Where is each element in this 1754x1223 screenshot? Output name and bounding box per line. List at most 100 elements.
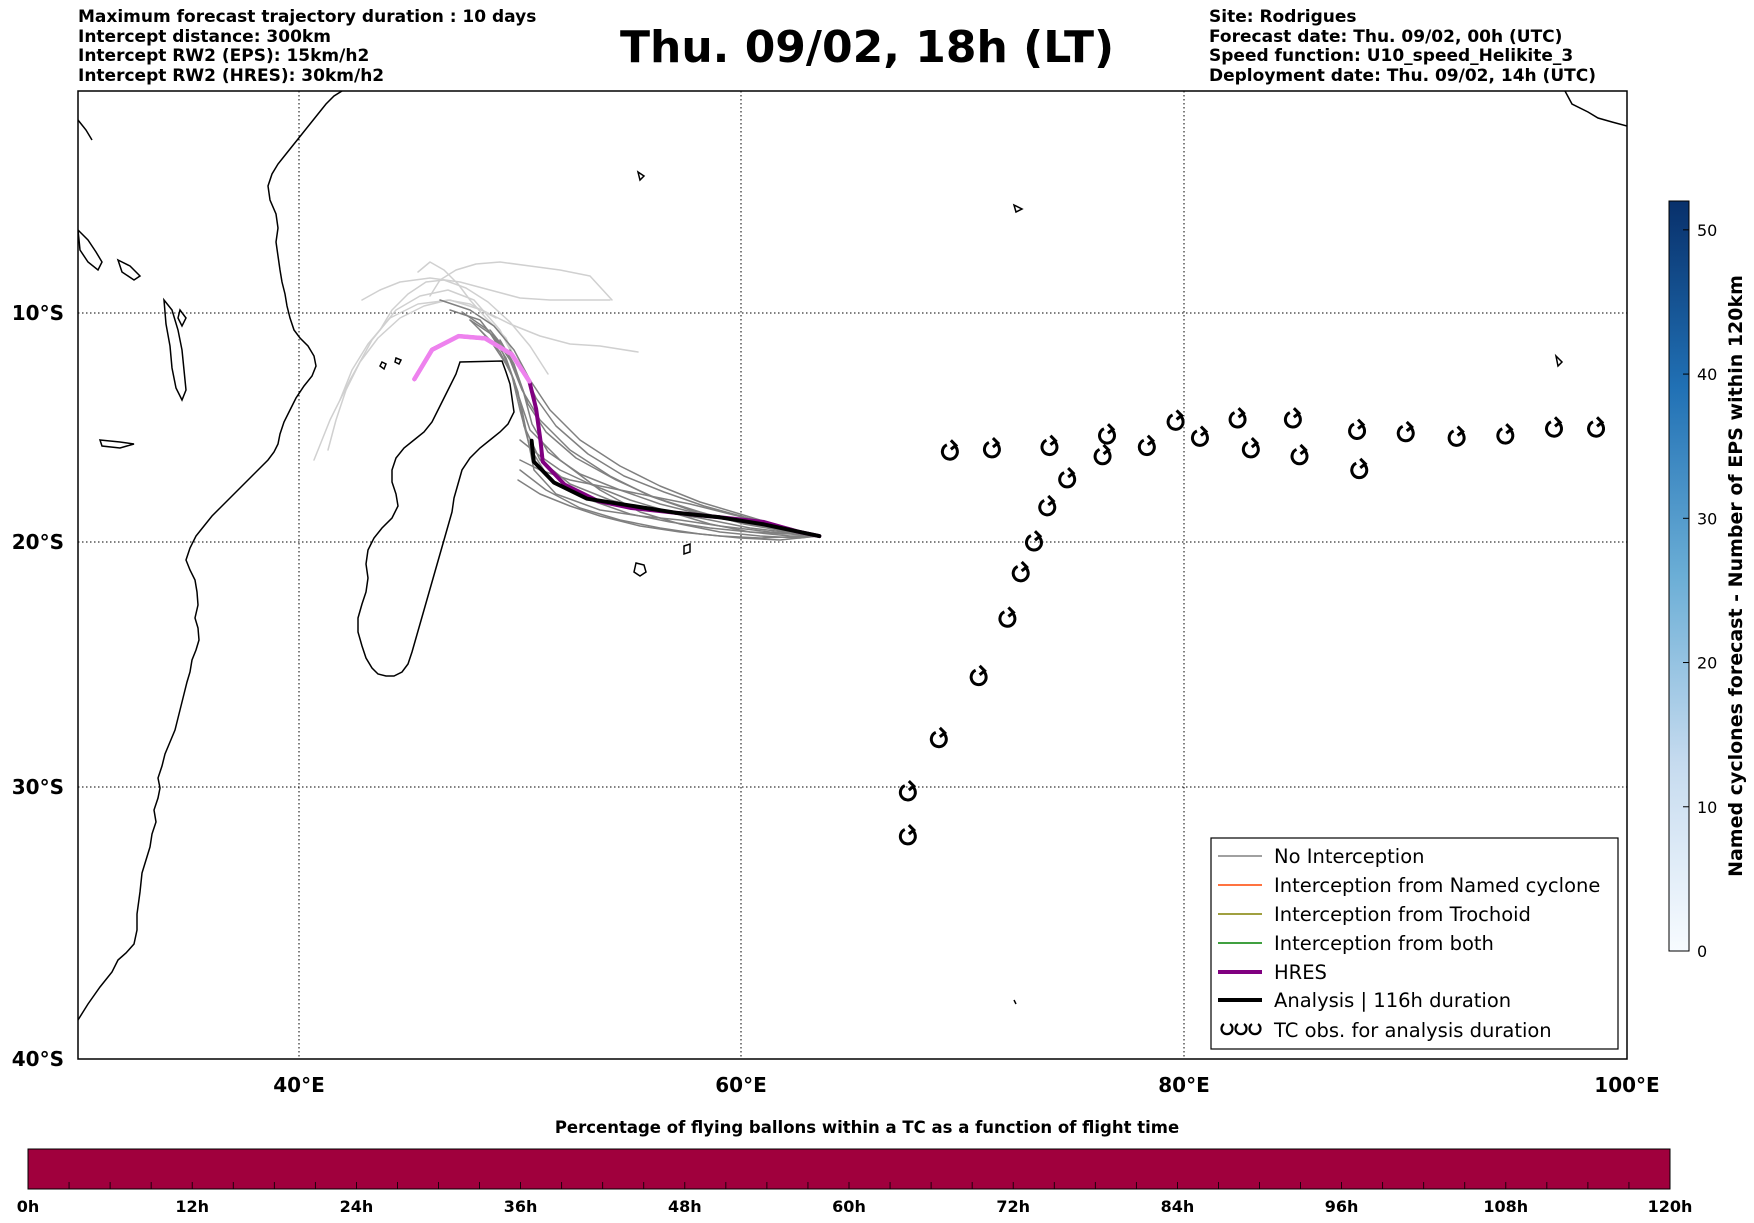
tc-obs-marker (982, 436, 1001, 459)
legend-label: No Interception (1274, 845, 1425, 868)
eps-track (489, 329, 819, 537)
lat-label: 10°S (12, 301, 64, 325)
tc-obs-marker (1396, 420, 1415, 443)
tc-obs-marker (1098, 423, 1116, 445)
tc-obs-marker (1038, 494, 1057, 517)
tc-obs-marker (1190, 425, 1209, 447)
colorbar-right-ticks: 0 10 20 30 40 50 (1683, 221, 1717, 961)
eps-track (379, 279, 549, 375)
tc-obs-marker (1348, 418, 1366, 440)
header-right: Site: Rodrigues Forecast date: Thu. 09/0… (1209, 7, 1596, 86)
header-right-line: Speed function: U10_speed_Helikite_3 (1209, 46, 1574, 66)
colorbar-right-tick-label: 0 (1697, 942, 1707, 961)
coastlines (78, 91, 1627, 1021)
tc-obs-marker (1024, 530, 1043, 552)
tc-obs-marker (1350, 457, 1369, 480)
hres-track-early (412, 333, 532, 384)
lat-label: 40°S (12, 1047, 64, 1071)
madagascar-coastline (357, 360, 515, 677)
legend-label: TC obs. for analysis duration (1273, 1019, 1552, 1042)
graticule (78, 91, 1627, 1059)
header-left: Maximum forecast trajectory duration : 1… (78, 7, 537, 86)
colorbar-bottom: Percentage of flying ballons within a TC… (17, 1118, 1693, 1216)
lon-label: 60°E (715, 1073, 767, 1097)
main-title: Thu. 09/02, 18h (LT) (620, 22, 1115, 73)
colorbar-bottom-tick-label: 24h (340, 1197, 374, 1216)
comoros-1 (379, 360, 387, 371)
tc-obs-marker (1283, 407, 1302, 429)
coast-misc-1 (78, 119, 93, 141)
legend-label: Interception from Named cyclone (1274, 874, 1600, 897)
lat-labels: 10°S 20°S 30°S 40°S (12, 301, 64, 1071)
header-left-line: Maximum forecast trajectory duration : 1… (78, 7, 537, 27)
colorbar-bottom-ticks: 0h 12h 24h 36h 48h 60h 72h 84h 96h 108h 120h (17, 1182, 1692, 1216)
eps-track (517, 479, 819, 539)
eps-track (519, 469, 819, 541)
colorbar-right-label: Named cyclones forecast - Number of EPS … (1725, 275, 1747, 877)
eps-track (439, 299, 819, 537)
colorbar-bottom-tick-label: 84h (1161, 1197, 1195, 1216)
tc-obs-marker (929, 726, 948, 749)
lon-label: 40°E (273, 1073, 325, 1097)
legend-box (1210, 837, 1619, 1050)
eps-track (339, 299, 639, 401)
tc-obs-marker (1587, 416, 1605, 438)
colorbar-right-tick-label: 30 (1697, 509, 1717, 528)
colorbar-bottom-tick-label: 0h (17, 1197, 40, 1216)
legend-label: Interception from both (1274, 932, 1494, 955)
colorbar-right-tick-label: 50 (1697, 221, 1717, 240)
colorbar-bottom-tick-label: 36h (504, 1197, 538, 1216)
header-left-line: Intercept RW2 (HRES): 30km/h2 (78, 65, 385, 86)
analysis-track (529, 438, 822, 539)
legend: No Interception Interception from Named … (1210, 837, 1619, 1050)
seychelles (636, 170, 646, 182)
colorbar-bottom-tick-label: 48h (668, 1197, 702, 1216)
colorbar-right-tick-label: 10 (1697, 798, 1717, 817)
tc-obs-marker (998, 606, 1017, 628)
lon-label: 100°E (1594, 1073, 1659, 1097)
header-right-line: Deployment date: Thu. 09/02, 14h (UTC) (1209, 65, 1596, 86)
tc-obs-marker (1545, 416, 1563, 438)
eps-track (417, 261, 521, 371)
tc-obs-marker (1093, 443, 1112, 466)
colorbar-right-tick-label: 20 (1697, 654, 1717, 673)
eps-track (361, 277, 611, 301)
africa-coastline (78, 91, 343, 1021)
legend-swatch-tc-obs (1220, 1023, 1262, 1036)
island-b (1554, 353, 1564, 368)
colorbar-bottom-tick-label: 12h (175, 1197, 209, 1216)
tc-obs-marker (1040, 434, 1059, 457)
lake-c (98, 439, 135, 449)
tc-observations (898, 407, 1605, 846)
lake-b (116, 258, 142, 281)
tc-obs-marker (1496, 423, 1515, 445)
reunion-coastline (633, 562, 647, 577)
colorbar-bottom-tick-label: 60h (832, 1197, 866, 1216)
eps-track (519, 439, 819, 537)
tc-obs-marker (1290, 443, 1309, 466)
lat-label: 20°S (12, 530, 64, 554)
lon-labels: 40°E 60°E 80°E 100°E (273, 1073, 1659, 1097)
tc-obs-marker (1011, 560, 1030, 583)
header-right-line: Forecast date: Thu. 09/02, 00h (UTC) (1209, 26, 1563, 47)
colorbar-bottom-tick-label: 108h (1483, 1197, 1528, 1216)
legend-label: HRES (1274, 961, 1327, 984)
header-right-line: Site: Rodrigues (1209, 7, 1357, 27)
colorbar-right-tick-label: 40 (1697, 365, 1717, 384)
island-c (1564, 91, 1627, 127)
tc-obs-marker (1166, 409, 1185, 431)
colorbar-bottom-tick-label: 96h (1325, 1197, 1359, 1216)
mauritius-coastline (683, 542, 691, 556)
tc-obs-marker (1447, 425, 1466, 447)
pemba (177, 308, 187, 328)
coast-misc-2 (1013, 999, 1017, 1005)
colorbar-right: 0 10 20 30 40 50 Named cyclones forecast - Nu… (1668, 200, 1747, 961)
tc-obs-marker (940, 439, 959, 461)
tc-obs-marker (1228, 407, 1247, 429)
header-left-line: Intercept distance: 300km (78, 26, 331, 47)
lat-label: 30°S (12, 775, 64, 799)
tc-obs-marker (898, 823, 917, 846)
map-frame (77, 90, 1628, 1060)
legend-label: Interception from Trochoid (1274, 903, 1531, 926)
